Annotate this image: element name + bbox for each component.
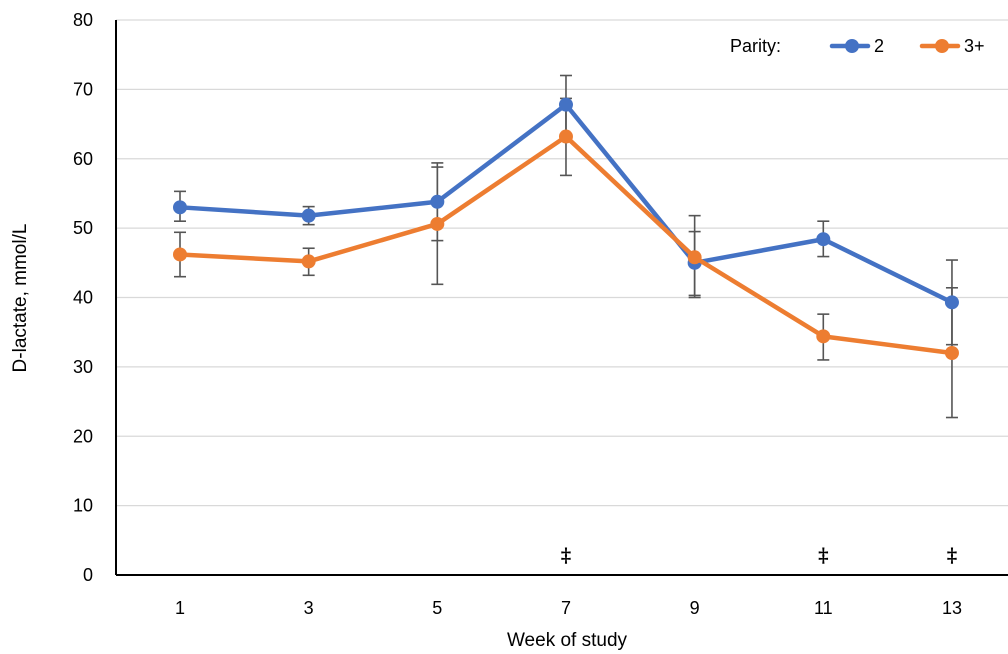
gridlines bbox=[116, 19, 1008, 507]
y-tick-label: 60 bbox=[73, 149, 93, 169]
legend-swatch-marker bbox=[845, 39, 859, 53]
legend-title: Parity: bbox=[730, 36, 781, 56]
data-point bbox=[816, 232, 831, 247]
y-tick-label: 10 bbox=[73, 496, 93, 516]
significance-marker: ‡ bbox=[947, 543, 957, 567]
legend-swatch-marker bbox=[935, 39, 949, 53]
legend-label: 2 bbox=[874, 36, 884, 56]
y-tick-labels: 0 10 20 30 40 50 60 70 80 bbox=[73, 10, 93, 585]
x-tick-label: 5 bbox=[432, 598, 442, 618]
y-tick-label: 30 bbox=[73, 357, 93, 377]
data-point bbox=[301, 254, 316, 269]
y-tick-label: 40 bbox=[73, 288, 93, 308]
y-tick-label: 20 bbox=[73, 426, 93, 446]
data-point bbox=[558, 97, 573, 112]
data-point bbox=[687, 250, 702, 265]
y-axis-title: D-lactate, mmol/L bbox=[10, 224, 31, 373]
x-axis-title: Week of study bbox=[507, 630, 628, 651]
data-point bbox=[944, 346, 959, 360]
x-tick-label: 7 bbox=[561, 598, 571, 618]
data-point bbox=[430, 216, 445, 231]
data-point bbox=[558, 129, 573, 144]
significance-marker: ‡ bbox=[561, 543, 571, 567]
data-point bbox=[173, 200, 187, 215]
legend-label: 3+ bbox=[964, 36, 985, 56]
significance-marker: ‡ bbox=[818, 543, 828, 567]
legend: Parity: 2 3+ bbox=[730, 36, 985, 56]
x-tick-label: 13 bbox=[942, 598, 962, 618]
y-tick-label: 80 bbox=[73, 10, 93, 30]
x-tick-label: 1 bbox=[175, 598, 185, 618]
x-tick-label: 11 bbox=[814, 598, 833, 618]
y-tick-label: 50 bbox=[73, 218, 93, 238]
y-tick-label: 0 bbox=[83, 565, 93, 585]
axes bbox=[115, 20, 1008, 576]
legend-entry: 2 bbox=[829, 36, 884, 56]
y-tick-label: 70 bbox=[73, 79, 93, 99]
data-point bbox=[430, 194, 445, 209]
x-tick-label: 3 bbox=[304, 598, 314, 618]
data-point bbox=[301, 208, 316, 223]
annotations: ‡ ‡ ‡ bbox=[561, 543, 957, 567]
series-lines bbox=[173, 97, 959, 360]
data-point bbox=[173, 247, 187, 262]
x-tick-label: 9 bbox=[690, 598, 700, 618]
x-tick-labels: 1 3 5 7 9 11 13 bbox=[175, 598, 962, 618]
legend-entry: 3+ bbox=[919, 36, 985, 56]
data-point bbox=[944, 295, 959, 310]
data-point bbox=[816, 329, 831, 344]
